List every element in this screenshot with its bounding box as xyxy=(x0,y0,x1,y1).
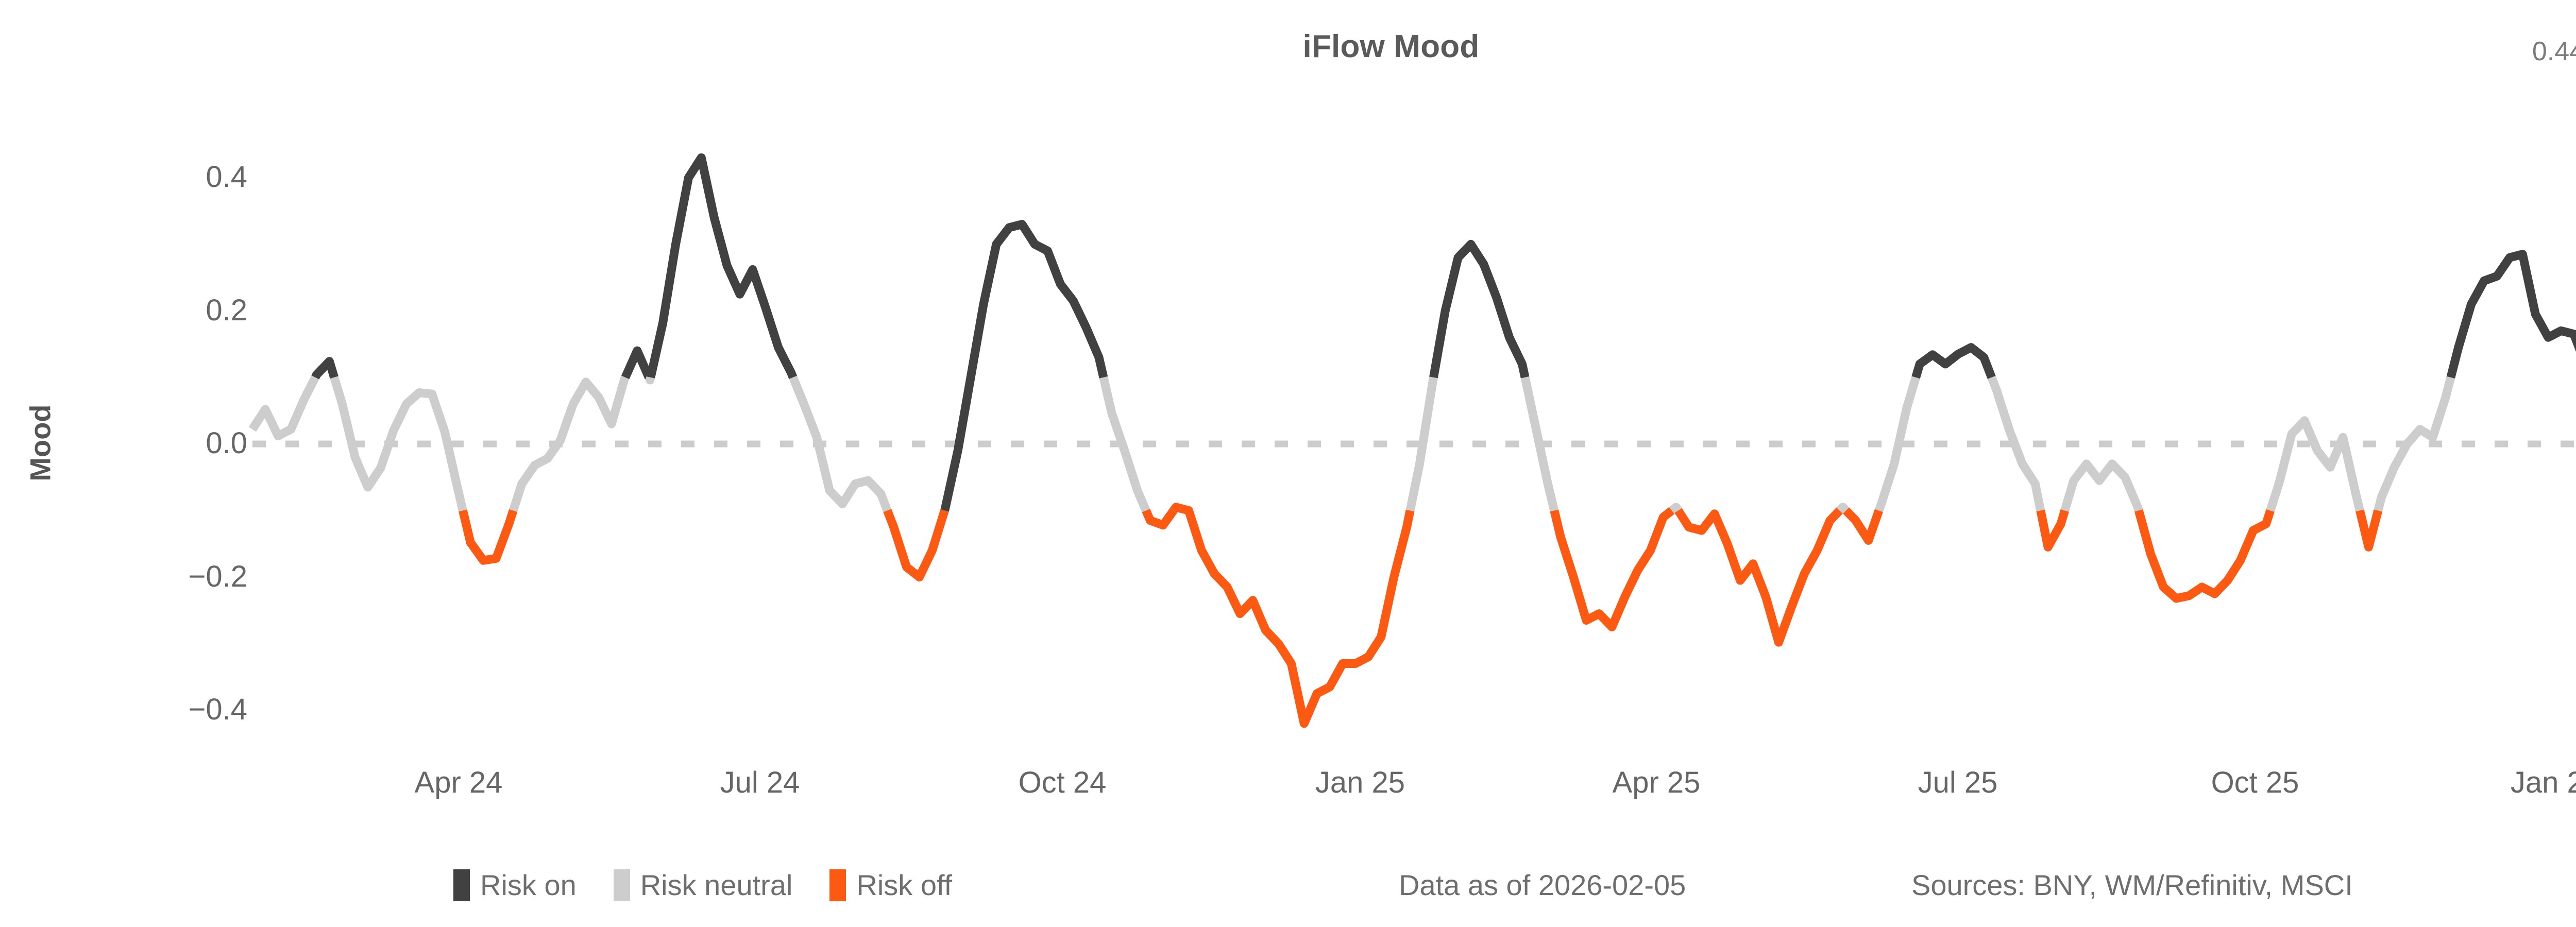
y-tick-label: 0.0 xyxy=(206,426,247,460)
mood-line-segment xyxy=(330,376,467,512)
mood-line-segment xyxy=(1520,376,1559,512)
mood-line-segment xyxy=(459,509,518,565)
y-tick-label: 0.2 xyxy=(206,294,247,327)
x-tick-label: Jul 24 xyxy=(720,766,800,799)
y-axis-ticks: 0.4 0.2 0.0 −0.2 −0.4 xyxy=(0,0,248,927)
mood-line-segment xyxy=(2446,250,2576,379)
mood-series xyxy=(248,153,2576,728)
mood-line-segment xyxy=(621,346,653,380)
current-reading-annotation: 0.4446 → risk on xyxy=(2532,37,2576,66)
sources-note: Sources: BNY, WM/Refinitiv, MSCI xyxy=(1911,869,2353,901)
mood-line-segment xyxy=(509,375,630,512)
legend-label: Risk off xyxy=(856,869,953,901)
legend-label: Risk on xyxy=(480,869,577,901)
mood-line-segment xyxy=(789,375,892,512)
mood-line-segment xyxy=(1429,239,1530,379)
mood-line-segment xyxy=(1142,508,1177,530)
mood-line-segment xyxy=(646,153,798,380)
x-tick-label: Jul 25 xyxy=(1918,766,1998,799)
x-tick-label: Jan 25 xyxy=(1315,766,1405,799)
legend-label: Risk neutral xyxy=(640,869,793,901)
mood-line-segment xyxy=(2266,416,2364,512)
mood-line-segment xyxy=(1550,507,1675,631)
page-title: iFlow Mood xyxy=(1302,29,1480,64)
mood-line-segment xyxy=(1674,507,1843,647)
mood-line-segment xyxy=(1405,376,1438,511)
mood-line-segment xyxy=(2060,459,2143,512)
x-tick-label: Oct 24 xyxy=(1018,766,1107,799)
y-tick-label: −0.2 xyxy=(188,560,248,593)
y-tick-label: 0.4 xyxy=(206,160,247,194)
mood-line-segment xyxy=(1842,507,1884,545)
mood-line-segment xyxy=(2036,509,2069,552)
mood-line-segment xyxy=(645,375,655,385)
mood-line-segment xyxy=(1987,375,2045,511)
x-tick-label: Apr 25 xyxy=(1612,766,1701,799)
mood-line-segment xyxy=(883,509,949,581)
mood-line-segment xyxy=(2355,509,2383,552)
data-as-of-note: Data as of 2026-02-05 xyxy=(1399,869,1686,901)
mood-line-segment xyxy=(248,375,319,440)
mood-line-segment xyxy=(1099,376,1150,512)
chart-legend: Risk on Risk neutral Risk off xyxy=(453,868,989,902)
legend-item-risk-on: Risk on xyxy=(453,868,577,902)
mood-line-segment xyxy=(940,220,1108,514)
risk-off-swatch-icon xyxy=(829,869,846,901)
y-tick-label: −0.4 xyxy=(188,693,248,726)
mood-line-segment xyxy=(1669,503,1682,514)
mood-line-segment xyxy=(1874,376,1920,512)
risk-neutral-swatch-icon xyxy=(613,869,630,901)
mood-line-segment xyxy=(2374,376,2455,512)
mood-line-segment xyxy=(1836,503,1850,514)
x-tick-label: Apr 24 xyxy=(414,766,503,799)
risk-on-swatch-icon xyxy=(453,869,470,901)
x-tick-label: Oct 25 xyxy=(2211,766,2299,799)
mood-line-segment xyxy=(1911,343,1996,379)
mood-line-segment xyxy=(311,357,338,380)
mood-line-segment xyxy=(2134,509,2275,603)
x-tick-label: Jan 26 xyxy=(2510,766,2576,799)
legend-item-risk-neutral: Risk neutral xyxy=(613,868,793,902)
legend-item-risk-off: Risk off xyxy=(829,868,952,902)
mood-line-segment xyxy=(1170,503,1415,728)
